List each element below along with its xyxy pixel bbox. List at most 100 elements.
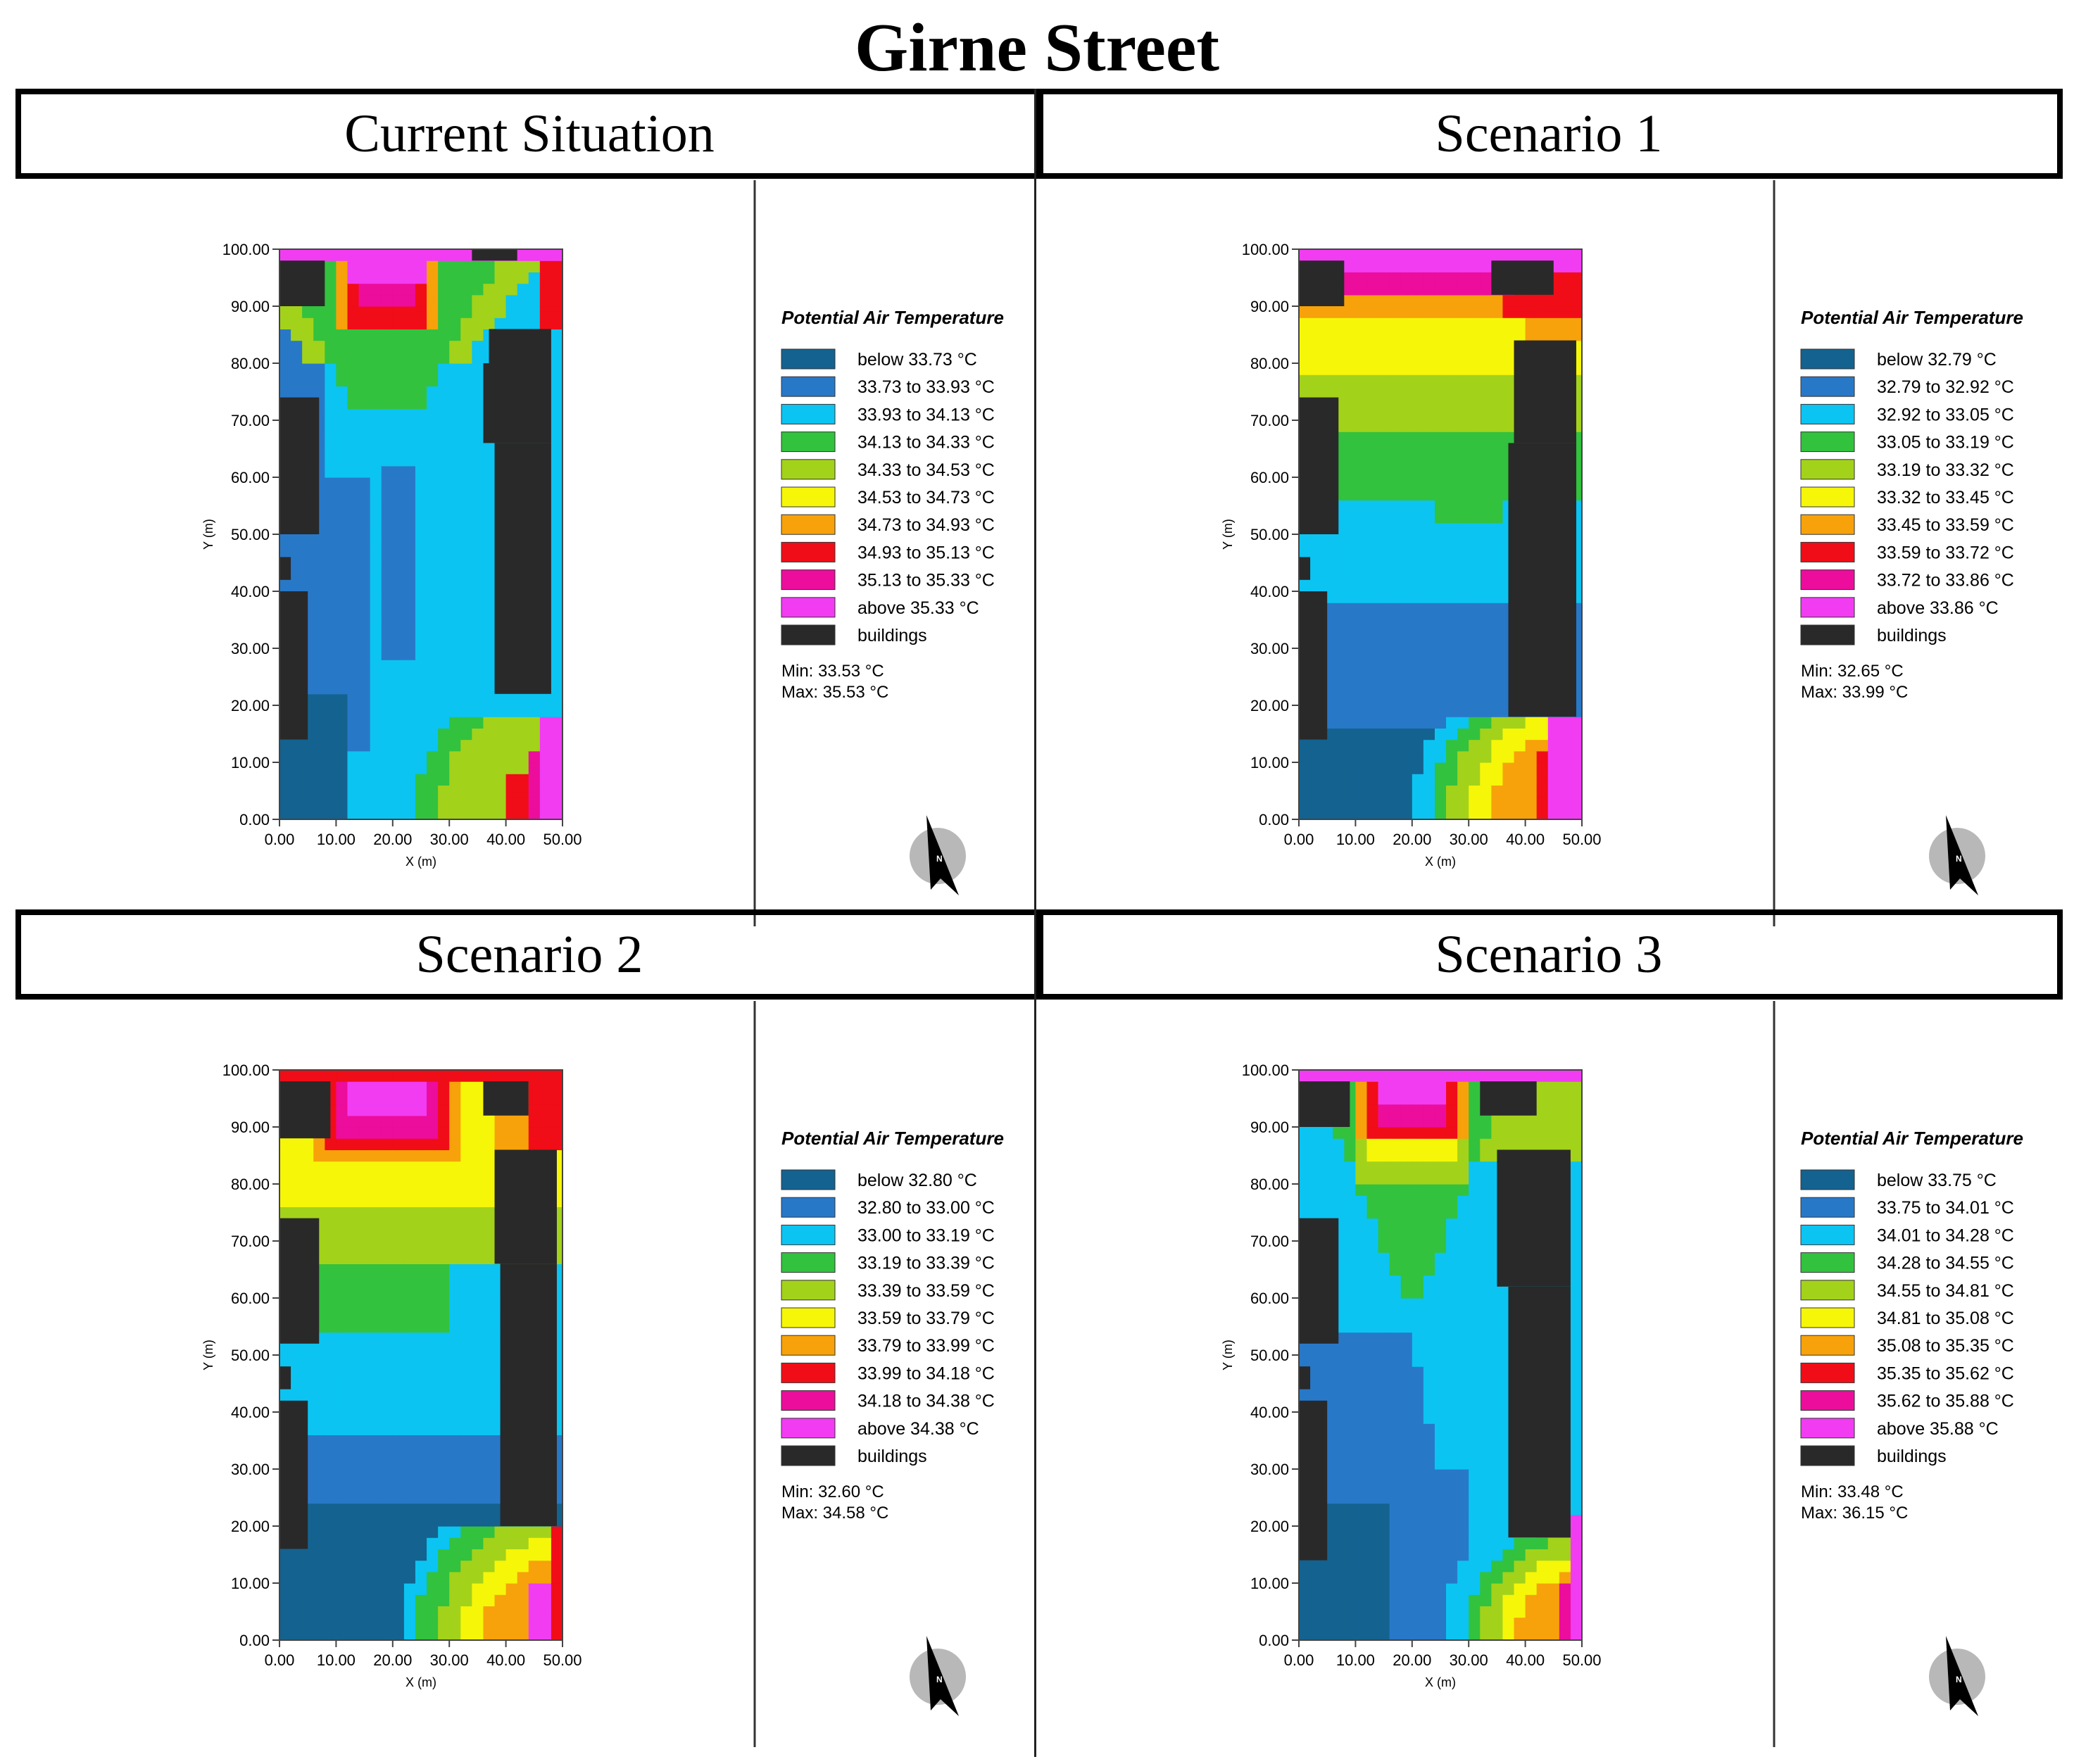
heatmap-cell (472, 1389, 484, 1401)
heatmap-cell (1457, 1149, 1469, 1162)
heatmap-cell (1423, 648, 1435, 660)
heatmap-cell (1412, 750, 1424, 763)
heatmap-cell (415, 420, 427, 432)
heatmap-cell (1333, 717, 1345, 729)
heatmap-cell (1355, 750, 1368, 763)
heatmap-cell (449, 522, 461, 535)
heatmap-cell (325, 1343, 337, 1356)
heatmap-cell (1480, 511, 1492, 524)
heatmap-cell (1378, 1309, 1390, 1321)
heatmap-cell (483, 1321, 496, 1333)
heatmap-cell (1321, 762, 1333, 774)
heatmap-cell (1378, 579, 1390, 592)
heatmap-cell (370, 1606, 382, 1618)
heatmap-cell (403, 739, 416, 752)
heatmap-cell (1378, 774, 1390, 786)
heatmap-cell (370, 660, 382, 672)
heatmap-cell (460, 1446, 472, 1459)
heatmap-cell (347, 603, 360, 615)
heatmap-cell (1344, 1480, 1356, 1492)
heatmap-cell (381, 728, 394, 741)
heatmap-cell (336, 1264, 348, 1276)
heatmap-cell (1355, 1549, 1368, 1561)
heatmap-cell (370, 1389, 382, 1401)
heatmap-cell (403, 1195, 416, 1207)
heatmap-cell (1355, 329, 1368, 341)
heatmap-cell (313, 1070, 325, 1082)
heatmap-cell (1400, 522, 1413, 535)
heatmap-cell (1457, 1366, 1469, 1378)
heatmap-cell (415, 386, 427, 398)
heatmap-cell (494, 272, 507, 284)
heatmap-cell (403, 1537, 416, 1549)
heatmap-cell (1310, 739, 1322, 752)
heatmap-cell (449, 750, 461, 763)
heatmap-cell (1400, 1480, 1413, 1492)
heatmap-cell (551, 1526, 563, 1538)
heatmap-cell (1446, 511, 1458, 524)
building (494, 1149, 557, 1264)
heatmap-cell (449, 408, 461, 421)
heatmap-cell (1378, 317, 1390, 329)
heatmap-cell (1389, 489, 1402, 500)
heatmap-cell (415, 1617, 427, 1630)
heatmap-cell (438, 1469, 450, 1481)
heatmap-cell (1491, 636, 1504, 649)
heatmap-cell (1355, 454, 1368, 467)
heatmap-cell (1502, 408, 1515, 421)
heatmap-cell (460, 386, 472, 398)
heatmap-cell (302, 340, 314, 353)
heatmap-cell (1491, 1070, 1504, 1082)
heatmap-cell (472, 1092, 484, 1105)
legend-swatch (781, 1252, 836, 1273)
heatmap-cell (551, 660, 563, 672)
heatmap-cell (347, 1298, 360, 1310)
heatmap-cell (539, 739, 552, 752)
heatmap-cell (438, 374, 450, 386)
heatmap-cell (1446, 1378, 1458, 1390)
heatmap-cell (336, 1229, 348, 1242)
heatmap-cell (1299, 374, 1311, 386)
heatmap-cell (494, 1115, 507, 1128)
heatmap-cell (427, 660, 439, 672)
heatmap-cell (347, 774, 360, 786)
heatmap-chart: 0.0010.0020.0030.0040.0050.0060.0070.008… (201, 180, 1004, 926)
heatmap-cell (1400, 431, 1413, 443)
heatmap-cell (415, 1549, 427, 1561)
heatmap-cell (472, 807, 484, 820)
heatmap-cell (302, 557, 314, 569)
heatmap-cell (551, 625, 563, 638)
heatmap-cell (1434, 249, 1447, 261)
heatmap-cell (427, 1127, 439, 1139)
heatmap-cell (472, 1549, 484, 1561)
heatmap-cell (1491, 1469, 1504, 1481)
heatmap-cell (370, 1115, 382, 1128)
heatmap-cell (1570, 260, 1583, 272)
heatmap-cell (336, 1469, 348, 1481)
heatmap-cell (472, 1526, 484, 1538)
heatmap-cell (347, 1514, 360, 1527)
heatmap-cell (1355, 1332, 1368, 1344)
heatmap-cell (551, 534, 563, 546)
heatmap-cell (438, 1480, 450, 1492)
heatmap-cell (358, 1378, 371, 1390)
panel-title: Current Situation (344, 104, 715, 163)
heatmap-cell (505, 1560, 518, 1573)
heatmap-cell (358, 1298, 371, 1310)
heatmap-cell (1469, 465, 1481, 478)
heatmap-cell (539, 283, 552, 296)
heatmap-cell (1378, 1172, 1390, 1185)
heatmap-cell (1480, 1195, 1492, 1207)
heatmap-cell (1366, 1184, 1379, 1196)
heatmap-cell (347, 1264, 360, 1276)
heatmap-cell (1469, 1092, 1481, 1105)
heatmap-cell (1491, 522, 1504, 535)
heatmap-cell (392, 1092, 405, 1105)
heatmap-cell (1469, 1343, 1481, 1356)
heatmap-cell (1412, 1514, 1424, 1527)
heatmap-cell (505, 807, 518, 820)
heatmap-cell (1502, 785, 1515, 798)
heatmap-cell (1321, 1138, 1333, 1150)
heatmap-cell (403, 363, 416, 375)
heatmap-cell (347, 1469, 360, 1481)
